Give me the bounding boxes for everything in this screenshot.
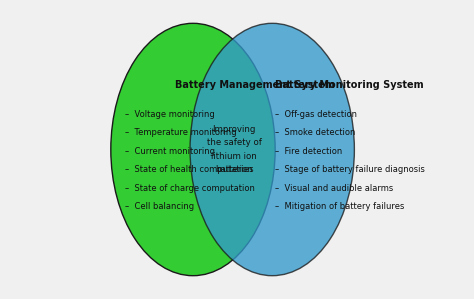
- Text: –  Fire detection: – Fire detection: [275, 147, 342, 156]
- Text: –  Temperature monitoring: – Temperature monitoring: [126, 128, 237, 137]
- Text: Battery Management System: Battery Management System: [175, 80, 335, 90]
- Text: –  Off-gas detection: – Off-gas detection: [275, 110, 357, 119]
- Text: –  State of health computation: – State of health computation: [126, 165, 253, 174]
- Text: –  State of charge computation: – State of charge computation: [126, 184, 255, 193]
- Text: –  Cell balancing: – Cell balancing: [126, 202, 195, 211]
- Text: Battery Monitoring System: Battery Monitoring System: [275, 80, 424, 90]
- Text: –  Visual and audible alarms: – Visual and audible alarms: [275, 184, 393, 193]
- Text: –  Stage of battery failure diagnosis: – Stage of battery failure diagnosis: [275, 165, 425, 174]
- Text: –  Current monitoring: – Current monitoring: [126, 147, 216, 156]
- Ellipse shape: [111, 23, 275, 276]
- Text: –  Mitigation of battery failures: – Mitigation of battery failures: [275, 202, 404, 211]
- Text: –  Smoke detection: – Smoke detection: [275, 128, 356, 137]
- Text: –  Voltage monitoring: – Voltage monitoring: [126, 110, 215, 119]
- Text: Improving
the safety of
lithium ion
batteries: Improving the safety of lithium ion batt…: [207, 125, 262, 174]
- Ellipse shape: [190, 23, 355, 276]
